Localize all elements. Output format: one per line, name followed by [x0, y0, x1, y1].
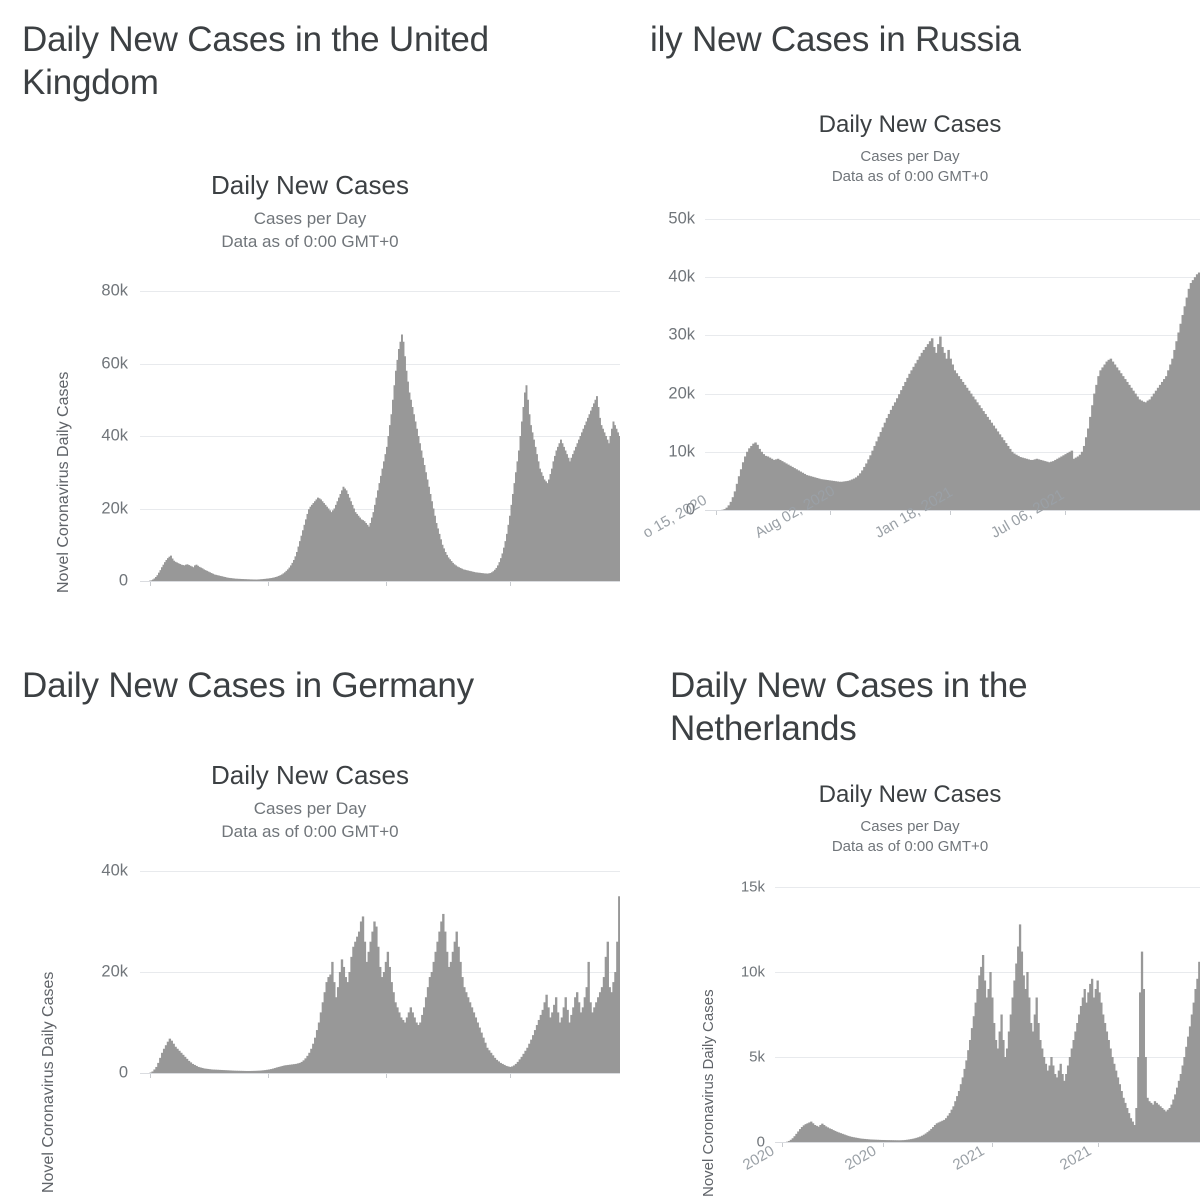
plot-netherlands: Novel Coronavirus Daily Cases 0 5k 10k 15k … — [620, 867, 1200, 1197]
plot-germany: Novel Coronavirus Daily Cases 0 20k 40k — [0, 853, 620, 1193]
page-title-uk: Daily New Cases in the United Kingdom — [22, 20, 499, 102]
gridline — [140, 436, 620, 437]
plot-area-netherlands — [775, 887, 1200, 1142]
plot-area-russia — [705, 219, 1200, 510]
x-tickmark — [150, 1074, 151, 1078]
panel-russia: ily New Cases in Russia Daily New Cases … — [620, 0, 1200, 650]
chart-card-russia: Daily New Cases Cases per Day Data as of… — [620, 110, 1200, 627]
gridline — [705, 277, 1200, 279]
gridline — [705, 335, 1200, 337]
chart-title-uk: Daily New Cases — [211, 170, 409, 200]
x-tickmark — [1065, 511, 1066, 515]
panel-netherlands: Daily New Cases in the Netherlands Daily… — [620, 650, 1200, 1200]
chart-subtitle-line1-uk: Cases per Day — [253, 209, 367, 228]
chart-subtitle-line1-russia: Cases per Day — [860, 148, 960, 165]
plot-uk: Novel Coronavirus Daily Cases 0 20k 40k 60k… — [0, 263, 620, 623]
x-tickmark — [830, 511, 831, 515]
chart-card-uk: Daily New Cases Cases per Day Data as of… — [0, 170, 620, 623]
baseline-netherlands — [775, 1142, 1200, 1143]
y-tick-label: 0 — [118, 571, 128, 590]
x-tickmark — [1098, 1143, 1099, 1147]
chart-subtitle-line2-uk: Data as of 0:00 GMT+0 — [221, 232, 399, 251]
y-tick-label: 10k — [740, 963, 765, 981]
gridline — [775, 887, 1200, 888]
chart-subtitle-russia: Cases per Day Data as of 0:00 GMT+0 — [620, 147, 1200, 187]
x-tick-label: 2020 — [842, 1142, 880, 1174]
gridline — [140, 291, 620, 292]
x-tickmark — [268, 1074, 269, 1078]
gridline — [705, 219, 1200, 220]
gridline — [140, 871, 620, 872]
y-axis-label-uk: Novel Coronavirus Daily Cases — [55, 371, 72, 593]
y-tick-label: 30k — [668, 325, 695, 344]
y-tick-label: 5k — [749, 1048, 765, 1066]
y-tick-label: 0 — [685, 500, 695, 519]
x-tick-label: 2021 — [1057, 1142, 1095, 1174]
x-tickmark — [950, 511, 951, 515]
y-axis-label-germany: Novel Coronavirus Daily Cases — [40, 971, 57, 1193]
y-tick-label: 20k — [101, 962, 128, 981]
baseline-uk — [140, 581, 620, 582]
plot-area-germany — [140, 871, 620, 1073]
chart-subtitle-line2-russia: Data as of 0:00 GMT+0 — [831, 168, 989, 185]
chart-subtitle-line2-netherlands: Data as of 0:00 GMT+0 — [831, 838, 989, 855]
chart-subtitle-line1-germany: Cases per Day — [253, 799, 367, 818]
chart-subtitle-uk: Cases per Day Data as of 0:00 GMT+0 — [0, 207, 620, 253]
panel-uk: Daily New Cases in the United Kingdom Da… — [0, 0, 620, 650]
gridline — [140, 363, 620, 365]
chart-subtitle-germany: Cases per Day Data as of 0:00 GMT+0 — [0, 797, 620, 843]
y-tick-label: 0 — [118, 1063, 128, 1082]
x-tickmark — [883, 1143, 884, 1147]
plot-area-uk — [140, 291, 620, 581]
y-tick-label: 20k — [668, 384, 695, 403]
chart-title-netherlands: Daily New Cases — [818, 781, 1002, 808]
x-tickmark — [386, 582, 387, 586]
chart-subtitle-netherlands: Cases per Day Data as of 0:00 GMT+0 — [620, 817, 1200, 857]
page-title-germany: Daily New Cases in Germany — [22, 666, 474, 705]
gridline — [775, 972, 1200, 973]
x-tickmark — [510, 1074, 511, 1078]
panel-germany: Daily New Cases in Germany Daily New Cas… — [0, 650, 620, 1200]
y-tick-label: 60k — [101, 354, 128, 372]
y-tick-label: 0 — [756, 1133, 765, 1151]
x-tick-label: 2021 — [950, 1142, 988, 1174]
y-tick-label: 80k — [101, 281, 128, 300]
baseline-germany — [140, 1073, 620, 1074]
y-tick-label: 40k — [101, 426, 128, 445]
y-axis-label-netherlands: Novel Coronavirus Daily Cases — [700, 989, 717, 1197]
page-title-netherlands: Daily New Cases in the Netherlands — [670, 666, 1037, 748]
y-tick-label: 40k — [668, 267, 695, 286]
x-tickmark — [150, 582, 151, 586]
x-tickmark — [386, 1074, 387, 1078]
chart-title-russia: Daily New Cases — [818, 111, 1002, 138]
x-tickmark — [716, 511, 717, 515]
x-tickmark — [268, 582, 269, 586]
y-tick-label: 15k — [740, 878, 765, 896]
chart-subtitle-line1-netherlands: Cases per Day — [860, 818, 960, 835]
chart-subtitle-line2-germany: Data as of 0:00 GMT+0 — [221, 822, 399, 841]
chart-card-germany: Daily New Cases Cases per Day Data as of… — [0, 760, 620, 1193]
plot-russia: 0 10k 20k 30k 40k 50k o 15, 2020 Aug 02, 2020 J… — [620, 197, 1200, 627]
chart-title-germany: Daily New Cases — [211, 760, 409, 790]
x-tickmark — [992, 1143, 993, 1147]
y-tick-label: 10k — [668, 442, 695, 461]
chart-card-netherlands: Daily New Cases Cases per Day Data as of… — [620, 780, 1200, 1197]
x-tickmark — [782, 1143, 783, 1147]
page-title-russia: ily New Cases in Russia — [650, 20, 1021, 59]
baseline-russia — [705, 510, 1200, 511]
y-tick-label: 50k — [668, 209, 695, 228]
x-tickmark — [510, 582, 511, 586]
y-tick-label: 40k — [101, 861, 128, 880]
y-tick-label: 20k — [101, 499, 128, 517]
